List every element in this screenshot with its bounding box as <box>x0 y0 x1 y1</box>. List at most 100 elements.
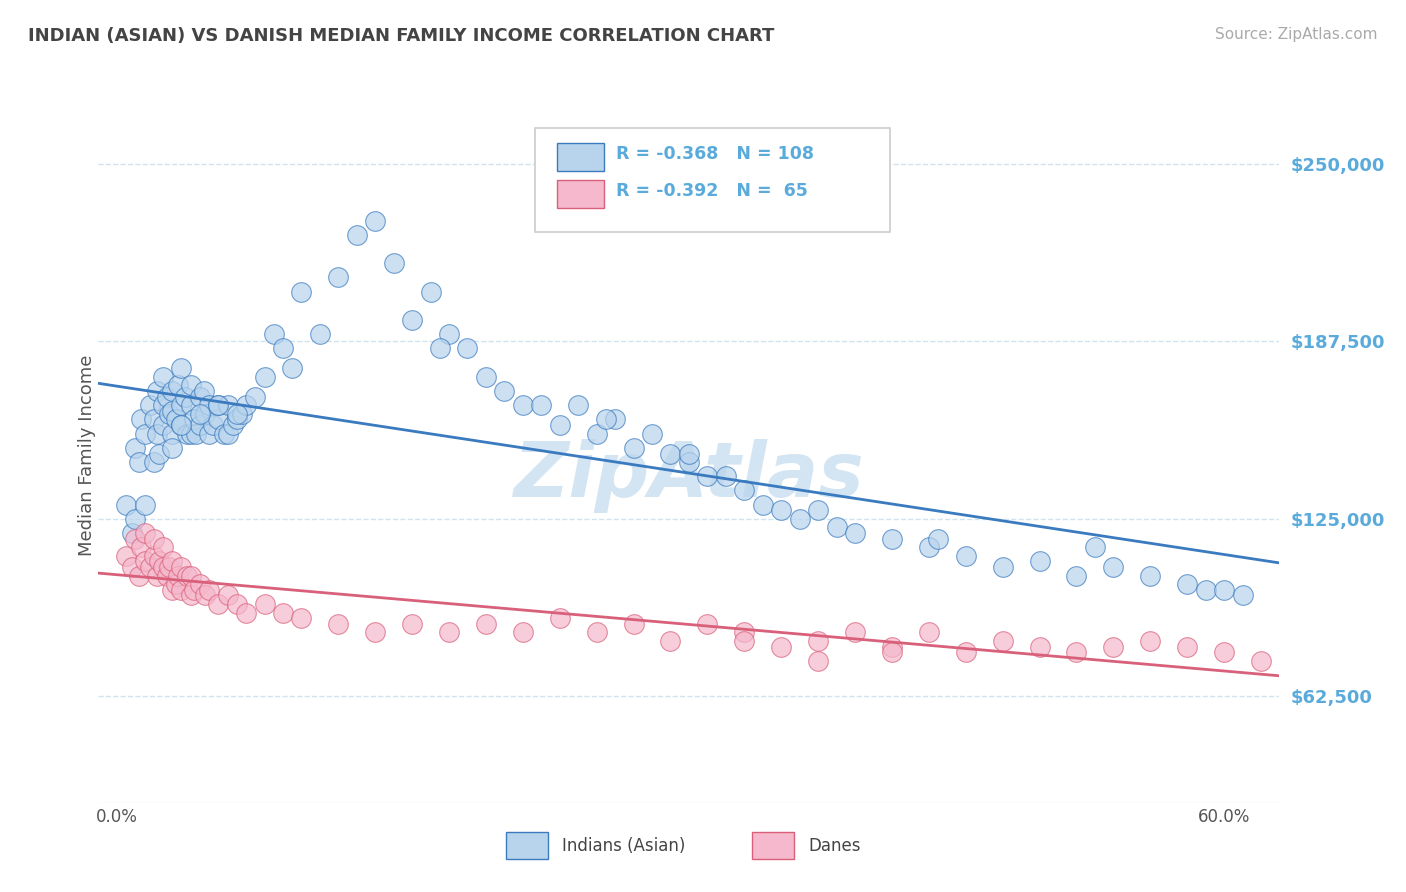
Point <box>290 611 312 625</box>
Point <box>253 369 276 384</box>
Point <box>991 560 1014 574</box>
Point <box>193 384 215 398</box>
Point <box>263 327 285 342</box>
Point <box>235 606 257 620</box>
Point <box>955 645 977 659</box>
Point <box>152 398 174 412</box>
Point <box>235 398 257 412</box>
Point <box>245 390 267 404</box>
Point <box>880 640 903 654</box>
Point <box>1213 582 1236 597</box>
Y-axis label: Median Family Income: Median Family Income <box>79 354 96 556</box>
Text: Source: ZipAtlas.com: Source: ZipAtlas.com <box>1215 27 1378 42</box>
Point <box>955 549 977 563</box>
Point <box>1139 568 1161 582</box>
Point <box>152 418 174 433</box>
Point <box>166 568 188 582</box>
Point <box>328 270 350 285</box>
Point <box>437 327 460 342</box>
Point <box>183 412 205 426</box>
Point <box>271 606 294 620</box>
Text: R = -0.392   N =  65: R = -0.392 N = 65 <box>616 182 807 200</box>
Point <box>1066 568 1088 582</box>
FancyBboxPatch shape <box>557 144 605 171</box>
Point <box>180 589 202 603</box>
Point <box>1175 577 1198 591</box>
Point <box>162 582 183 597</box>
Point <box>180 568 202 582</box>
Point <box>696 469 718 483</box>
Point <box>142 532 165 546</box>
Point <box>198 426 221 441</box>
Point <box>807 634 830 648</box>
Point <box>475 369 498 384</box>
Point <box>880 532 903 546</box>
Point <box>188 407 211 421</box>
Point <box>146 384 169 398</box>
Point <box>162 554 183 568</box>
Point <box>548 611 571 625</box>
Point <box>162 426 183 441</box>
Point <box>183 582 205 597</box>
Point <box>170 418 193 433</box>
Point <box>170 418 193 433</box>
Point <box>401 313 423 327</box>
Point <box>825 520 848 534</box>
Point <box>1213 645 1236 659</box>
Point <box>225 597 247 611</box>
Point <box>1194 582 1216 597</box>
Point <box>217 398 239 412</box>
Point <box>162 404 183 418</box>
Point <box>567 398 589 412</box>
Point <box>156 568 179 582</box>
Point <box>641 426 664 441</box>
Point <box>678 455 700 469</box>
Point <box>188 577 211 591</box>
Point <box>419 285 441 299</box>
Text: INDIAN (ASIAN) VS DANISH MEDIAN FAMILY INCOME CORRELATION CHART: INDIAN (ASIAN) VS DANISH MEDIAN FAMILY I… <box>28 27 775 45</box>
Point <box>437 625 460 640</box>
Point <box>124 512 146 526</box>
Point <box>134 554 156 568</box>
Point <box>217 426 239 441</box>
Point <box>659 634 682 648</box>
Point <box>157 560 180 574</box>
Point <box>115 549 138 563</box>
Point <box>124 532 146 546</box>
Point <box>156 390 179 404</box>
Point <box>146 426 169 441</box>
Point <box>308 327 332 342</box>
Point <box>186 426 208 441</box>
Point <box>512 625 534 640</box>
Point <box>696 616 718 631</box>
Point <box>733 634 755 648</box>
Point <box>714 469 737 483</box>
Point <box>176 426 198 441</box>
Point <box>115 498 138 512</box>
Point <box>188 390 211 404</box>
Point <box>201 418 224 433</box>
Text: Indians (Asian): Indians (Asian) <box>562 837 686 855</box>
Point <box>198 582 221 597</box>
Point <box>129 412 152 426</box>
Point <box>194 589 217 603</box>
Point <box>128 568 150 582</box>
Point <box>170 560 193 574</box>
Point <box>180 426 202 441</box>
Point <box>207 398 229 412</box>
Point <box>207 398 229 412</box>
Point <box>157 407 180 421</box>
Point <box>494 384 516 398</box>
Point <box>789 512 811 526</box>
Point <box>1102 640 1125 654</box>
Point <box>1066 645 1088 659</box>
Point <box>733 483 755 498</box>
Point <box>770 640 793 654</box>
Point <box>770 503 793 517</box>
Point <box>585 426 607 441</box>
Point <box>807 503 830 517</box>
Text: ZipAtlas: ZipAtlas <box>513 439 865 513</box>
Point <box>844 526 866 541</box>
Point <box>212 426 235 441</box>
Point <box>1250 654 1272 668</box>
